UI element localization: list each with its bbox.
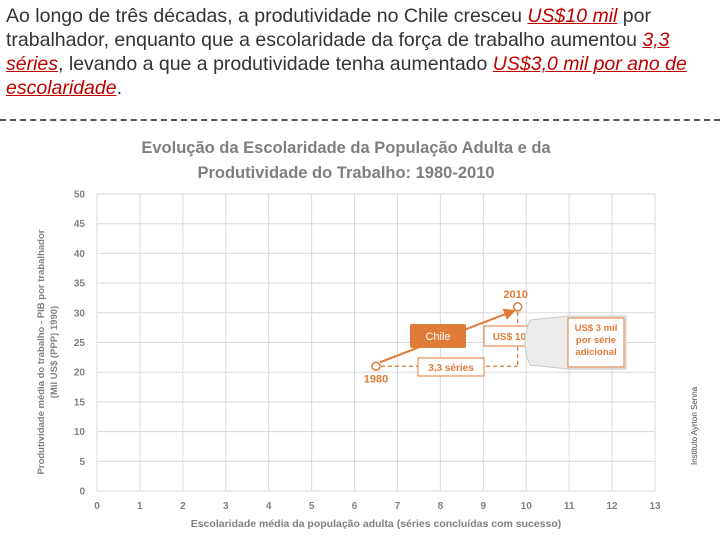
headline-text-1: Ao longo de três décadas, a produtividad… — [6, 5, 528, 27]
headline-text-4: . — [116, 77, 122, 99]
y-tick-label: 15 — [74, 397, 86, 408]
x-tick-label: 4 — [266, 501, 272, 512]
y-tick-label: 45 — [74, 219, 86, 230]
delta-x-label: 3,3 séries — [428, 363, 474, 374]
point-label-2010: 2010 — [503, 289, 527, 301]
source-credit: Instituto Ayrton Senna — [690, 386, 699, 465]
y-tick-label: 25 — [74, 338, 86, 349]
section-divider — [0, 119, 720, 121]
y-tick-label: 10 — [74, 427, 86, 438]
y-axis-label-line-2: (Mil US$ (PPP) 1990) — [49, 306, 60, 398]
data-point-1980 — [371, 361, 381, 372]
x-tick-label: 10 — [521, 501, 533, 512]
x-tick-label: 13 — [649, 501, 661, 512]
x-tick-label: 3 — [223, 501, 229, 512]
slope-box — [567, 317, 625, 368]
point-label-1980: 1980 — [364, 373, 388, 385]
x-tick-label: 9 — [481, 501, 487, 512]
y-tick-label: 40 — [74, 249, 86, 260]
x-tick-label: 6 — [352, 501, 358, 512]
delta-x-box — [417, 357, 485, 377]
series-label-box — [410, 324, 466, 348]
y-tick-label: 35 — [74, 279, 86, 290]
slope-label-line: US$ 3 mil — [575, 323, 618, 334]
delta-y-label: US$ 10 mil — [493, 332, 544, 343]
chart-title-line-2: Produtividade do Trabalho: 1980-2010 — [197, 164, 494, 182]
x-tick-label: 0 — [94, 501, 100, 512]
slope-label-line: por série — [576, 335, 616, 346]
headline: Ao longo de três décadas, a produtividad… — [6, 4, 714, 100]
headline-text-2: por trabalhador, enquanto que a escolari… — [6, 5, 651, 51]
y-tick-label: 0 — [79, 487, 85, 498]
y-tick-label: 30 — [74, 308, 86, 319]
series-label: Chile — [425, 331, 450, 343]
x-tick-label: 2 — [180, 501, 186, 512]
x-tick-label: 12 — [607, 501, 619, 512]
headline-text-3: , levando a que a produtividade tenha au… — [58, 53, 493, 75]
x-axis-label: Escolaridade média da população adulta (… — [191, 518, 562, 530]
x-tick-label: 8 — [438, 501, 444, 512]
data-point-2010 — [512, 302, 523, 312]
y-tick-label: 5 — [79, 457, 85, 468]
x-tick-label: 11 — [564, 501, 575, 512]
headline-highlight-schooling: 3,3 séries — [6, 29, 670, 75]
x-tick-label: 7 — [395, 501, 401, 512]
scatter-chart: Evolução da Escolaridade da População Ad… — [36, 139, 661, 530]
x-tick-label: 5 — [309, 501, 315, 512]
chart-title-line-1: Evolução da Escolaridade da População Ad… — [141, 139, 551, 157]
x-tick-label: 1 — [137, 501, 143, 512]
headline-highlight-productivity: US$10 mil — [527, 5, 618, 27]
y-axis-label-line-1: Produtividade média do trabalho - PIB po… — [36, 229, 47, 474]
y-tick-label: 20 — [74, 368, 86, 379]
headline-highlight-per-year: US$3,0 mil por ano de escolaridade — [6, 53, 687, 99]
slope-label-line: adicional — [575, 347, 616, 358]
y-tick-label: 50 — [74, 190, 86, 201]
